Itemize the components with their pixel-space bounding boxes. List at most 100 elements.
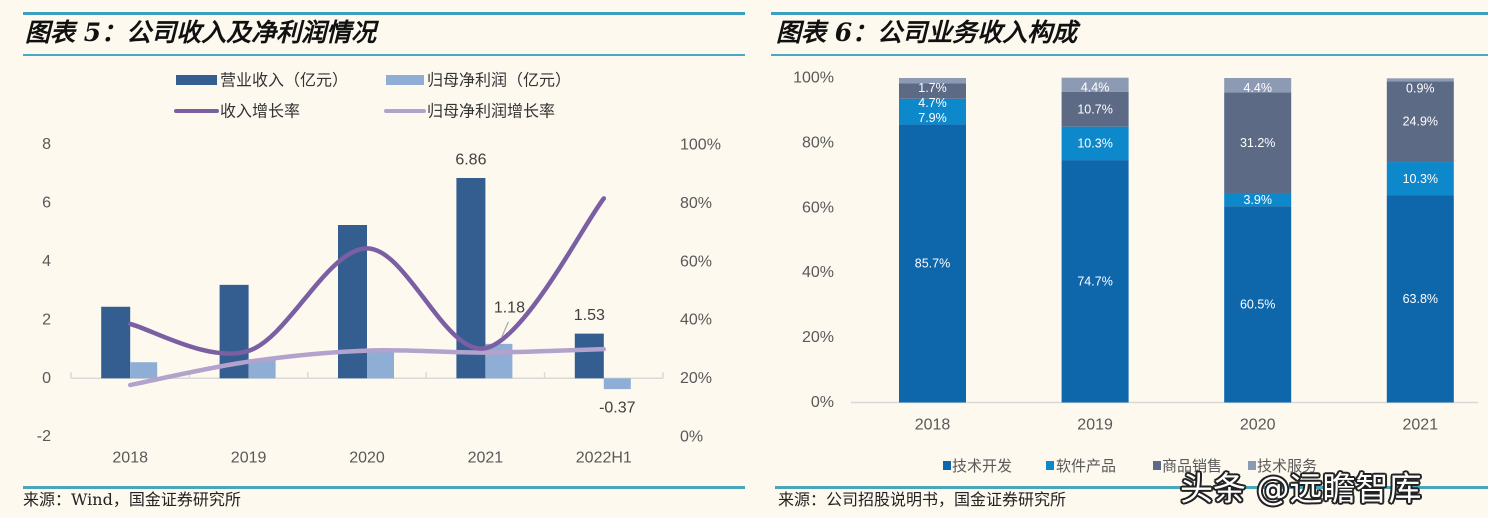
right-axis-tick-label: 80% (680, 195, 712, 212)
legend-label-software-products: 软件产品 (1056, 457, 1116, 475)
legend-label-revenue: 营业收入（亿元） (220, 71, 348, 90)
figure-6-source: 来源：公司招股说明书，国金证券研究所 (778, 490, 1067, 509)
net-profit-growth-line (127, 346, 607, 388)
y-axis-tick-label: 80% (802, 134, 834, 151)
right-axis-tick-label: 40% (680, 312, 712, 329)
tech-services-segment (1386, 78, 1454, 82)
tech-development-segment (1386, 195, 1454, 403)
segment-data-label: 4.7% (918, 96, 947, 110)
software-products-segment (1224, 193, 1292, 207)
chart6-axes: 100% 80% 60% 40% 20% 0% 2018 2019 2020 2021 (793, 70, 1478, 434)
legend-item-tech-development: 技术开发 (943, 457, 1012, 475)
bar-data-label: 6.86 (455, 151, 486, 168)
revenue-growth-line (127, 196, 607, 356)
chart6-bars (899, 77, 1454, 403)
bar-data-label: -0.37 (599, 400, 636, 417)
revenue-bar (101, 306, 131, 379)
segment-data-label: 10.3% (1077, 136, 1112, 150)
legend-label-tech-services: 技术服务 (1257, 457, 1317, 475)
tech-services-segment (1061, 77, 1129, 92)
legend-label-tech-development: 技术开发 (952, 457, 1012, 475)
legend-swatch-tech-services (1248, 461, 1256, 470)
segment-data-label: 31.2% (1240, 136, 1275, 150)
revenue-composition-chart: 100%80%60%40%20%0%2018 2019 2020 2021 1.7%4… (793, 70, 1478, 475)
right-footer-rule (775, 486, 1488, 489)
legend-item-net-profit-growth: 归母净利润增长率 (384, 102, 555, 121)
tech-services-segment (899, 78, 966, 84)
x-axis-category-label: 2022H1 (576, 450, 632, 467)
legend-swatch-merchandise-sales (1153, 461, 1161, 470)
legend-swatch-software-products (1046, 461, 1054, 470)
segment-data-label: 10.3% (1403, 172, 1438, 186)
legend-label-revenue-growth: 收入增长率 (220, 102, 300, 121)
tech-development-segment (1061, 160, 1129, 403)
legend-swatch-revenue (176, 75, 217, 85)
software-products-segment (1386, 162, 1454, 196)
y-axis-tick-label: 60% (802, 199, 834, 216)
legend-item-revenue-growth: 收入增长率 (174, 102, 300, 121)
net-profit-bar (130, 362, 158, 379)
legend-swatch-net-profit (386, 75, 424, 85)
segment-data-label: 74.7% (1077, 274, 1112, 288)
x-axis-category-label: 2018 (112, 450, 148, 467)
revenue-bar (574, 333, 604, 379)
legend-item-software-products: 软件产品 (1046, 457, 1116, 475)
figure-5-source: 来源：Wind，国金证券研究所 (23, 490, 241, 509)
legend-label-merchandise-sales: 商品销售 (1162, 457, 1222, 475)
segment-data-label: 4.4% (1243, 81, 1272, 95)
legend-item-net-profit: 归母净利润（亿元） (386, 71, 571, 90)
legend-item-tech-services: 技术服务 (1248, 457, 1317, 475)
merchandise-sales-segment (1224, 92, 1292, 194)
right-axis-tick-label: 100% (680, 137, 721, 154)
software-products-segment (1061, 126, 1129, 161)
y-axis-tick-label: 40% (802, 264, 834, 281)
segment-data-label: 0.9% (1406, 81, 1435, 95)
segment-data-label: 10.7% (1077, 102, 1112, 116)
right-title-underline (771, 54, 1488, 56)
left-axis-tick-label: 8 (42, 136, 51, 153)
merchandise-sales-segment (1061, 91, 1129, 127)
left-axis-tick-label: 2 (42, 311, 51, 328)
left-footer-rule (23, 486, 745, 489)
net-profit-bar (367, 351, 394, 379)
tech-development-segment (1224, 206, 1292, 403)
x-axis-category-label: 2021 (468, 450, 504, 467)
chart5-legend: 营业收入（亿元） 归母净利润（亿元） 收入增长率 归母净利润增长率 (174, 71, 571, 121)
right-header-rule (771, 12, 1488, 15)
left-title-underline (23, 54, 745, 56)
y-axis-tick-label: 20% (802, 329, 834, 346)
legend-swatch-tech-development (943, 461, 951, 470)
bar-data-label: 1.53 (574, 307, 605, 324)
x-axis-category-label: 2018 (915, 417, 951, 434)
y-axis-tick-label: 0% (811, 394, 834, 411)
legend-item-revenue: 营业收入（亿元） (176, 71, 348, 90)
x-axis-category-label: 2021 (1403, 417, 1439, 434)
segment-data-label: 7.9% (918, 111, 947, 125)
chart6-legend: 技术开发 软件产品 商品销售 技术服务 (943, 457, 1317, 475)
tech-development-segment (899, 124, 966, 403)
merchandise-sales-segment (1386, 81, 1454, 163)
legend-label-net-profit-growth: 归母净利润增长率 (427, 102, 555, 121)
merchandise-sales-segment (899, 83, 966, 99)
figure-6-title: 图表 6：公司业务收入构成 (776, 18, 1078, 47)
left-axis-tick-label: -2 (37, 428, 51, 445)
chart5-data-labels: 6.86 1.18 1.53 -0.37 (455, 151, 635, 416)
segment-data-label: 24.9% (1403, 115, 1438, 129)
segment-data-label: 4.4% (1081, 81, 1110, 95)
net-profit-bar (248, 359, 276, 379)
segment-data-label: 3.9% (1243, 193, 1272, 207)
segment-data-label: 60.5% (1240, 297, 1275, 311)
x-axis-category-label: 2020 (349, 450, 385, 467)
left-header-rule (23, 12, 745, 15)
watermark: 头条 @远瞻智库 (1180, 469, 1422, 508)
left-axis-tick-label: 0 (42, 370, 51, 387)
bar-data-label: 1.18 (494, 299, 525, 316)
y-axis-tick-label: 100% (793, 70, 834, 87)
figure-5-title: 图表 5：公司收入及净利润情况 (25, 18, 377, 47)
chart6-data-labels: 1.7%4.7%7.9% 85.7% 4.4% 10.7% 10.3% 74.7% 4.4%… (915, 81, 1438, 312)
left-axis-tick-label: 6 (42, 195, 51, 212)
x-axis-category-label: 2019 (1077, 417, 1113, 434)
net-profit-bar (603, 378, 631, 390)
segment-data-label: 85.7% (915, 256, 950, 270)
